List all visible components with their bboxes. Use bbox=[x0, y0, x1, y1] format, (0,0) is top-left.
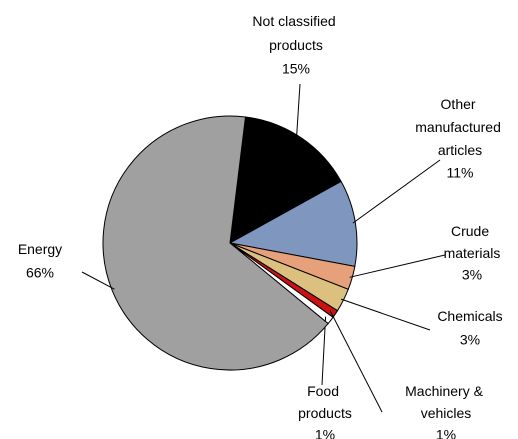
slice-label: Chemicals bbox=[437, 308, 502, 324]
slice-value-label: 66% bbox=[26, 265, 54, 281]
leader-line bbox=[329, 310, 383, 413]
pie-slice bbox=[228, 180, 358, 267]
leader-line bbox=[352, 159, 441, 224]
slice-label: Machinery & vehicles bbox=[405, 383, 487, 421]
slice-label: Food products bbox=[298, 383, 352, 421]
slice-label: Other manufactured articles bbox=[415, 96, 505, 158]
pie-slice bbox=[102, 115, 329, 371]
leader-line bbox=[295, 83, 301, 146]
slice-value-label: 11% bbox=[447, 165, 474, 181]
slice-label: Not classified products bbox=[252, 13, 339, 53]
slice-value-label: 3% bbox=[462, 267, 482, 283]
pie-slice bbox=[229, 116, 342, 244]
slice-value-label: 15% bbox=[282, 61, 310, 77]
slice-value-label: 1% bbox=[315, 427, 335, 439]
leader-line bbox=[340, 298, 431, 331]
slice-value-label: 1% bbox=[436, 427, 456, 439]
leader-line bbox=[81, 271, 115, 290]
slice-label: Crude materials bbox=[444, 223, 501, 261]
slice-label: Energy bbox=[18, 241, 62, 257]
slice-value-label: 3% bbox=[460, 332, 480, 348]
leader-line bbox=[349, 254, 446, 278]
